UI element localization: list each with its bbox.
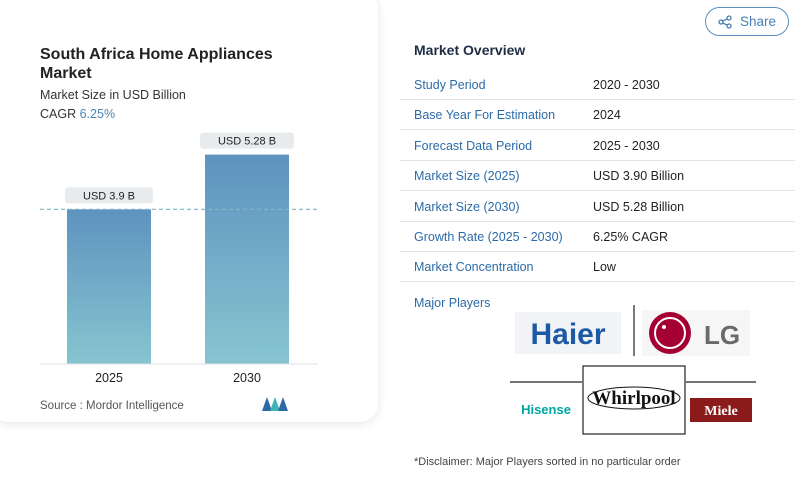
overview-row: Market Concentration Low — [400, 252, 795, 283]
share-label: Share — [739, 14, 777, 29]
overview-title: Market Overview — [414, 42, 526, 58]
overview-row: Forecast Data Period 2025 - 2030 — [400, 131, 795, 161]
chart-subtitle: Market Size in USD Billion — [40, 88, 186, 102]
data-label-bg — [200, 132, 294, 149]
mordor-logo-icon — [262, 397, 288, 411]
overview-row: Market Size (2030) USD 5.28 Billion — [400, 192, 795, 222]
bar-2030 — [205, 154, 289, 364]
overview-row-label: Market Concentration — [414, 260, 534, 275]
bar-2025 — [67, 209, 151, 364]
cagr-label: CAGR — [40, 107, 77, 121]
share-icon — [718, 14, 732, 29]
overview-row-value: USD 5.28 Billion — [593, 199, 685, 214]
miele-logo: Miele — [690, 398, 752, 422]
chart-card — [0, 0, 378, 422]
haier-logo-text: Haier — [530, 318, 605, 351]
x-tick-label: 2025 — [95, 371, 123, 385]
major-players-logos: Haier LG Hisense Whirlpool Miele — [510, 305, 756, 435]
x-tick-label: 2030 — [233, 371, 261, 385]
whirlpool-logo: Whirlpool — [587, 386, 681, 410]
data-label-bg — [65, 187, 153, 204]
hisense-logo: Hisense — [521, 402, 571, 417]
chart-cagr: CAGR 6.25% — [40, 107, 115, 121]
overview-row-value: Low — [593, 260, 616, 275]
lg-logo-text: LG — [704, 320, 740, 350]
overview-row-value: USD 3.90 Billion — [593, 169, 685, 184]
overview-row-label: Base Year For Estimation — [414, 108, 556, 123]
overview-row-value: 2025 - 2030 — [593, 138, 660, 153]
overview-row-label: Growth Rate (2025 - 2030) — [414, 230, 563, 244]
major-players-label: Major Players — [414, 296, 491, 310]
overview-row-label: Study Period — [414, 78, 486, 92]
overview-row-label: Market Size (2025) — [414, 169, 520, 184]
data-label: USD 3.9 B — [83, 190, 135, 202]
source-text: Source : Mordor Intelligence — [40, 400, 184, 412]
overview-row-value: 6.25% CAGR — [593, 230, 669, 244]
bar-chart: USD 3.9 B 2025 USD 5.28 B 2030 — [40, 132, 318, 385]
overview-row-label: Market Size (2030) — [414, 199, 520, 214]
cagr-value: 6.25% — [79, 107, 116, 121]
haier-logo: Haier — [515, 312, 621, 354]
whirlpool-logo-text: Whirlpool — [592, 388, 675, 409]
chart-title: South Africa Home Appliances Market — [40, 46, 273, 82]
disclaimer: *Disclaimer: Major Players sorted in no … — [414, 456, 681, 468]
miele-logo-text: Miele — [704, 404, 737, 419]
overview-row-value: 2024 — [593, 108, 621, 123]
overview-row: Study Period 2020 - 2030 — [400, 70, 795, 100]
overview-row-value: 2020 - 2030 — [593, 78, 660, 92]
share-button[interactable]: Share — [705, 7, 789, 36]
overview-row: Growth Rate (2025 - 2030) 6.25% CAGR — [400, 222, 795, 252]
data-label: USD 5.28 B — [218, 136, 276, 148]
overview-row: Market Size (2025) USD 3.90 Billion — [400, 161, 795, 192]
overview-row: Base Year For Estimation 2024 — [400, 100, 795, 131]
overview-row-label: Forecast Data Period — [414, 138, 533, 153]
lg-logo: LG — [642, 310, 750, 356]
